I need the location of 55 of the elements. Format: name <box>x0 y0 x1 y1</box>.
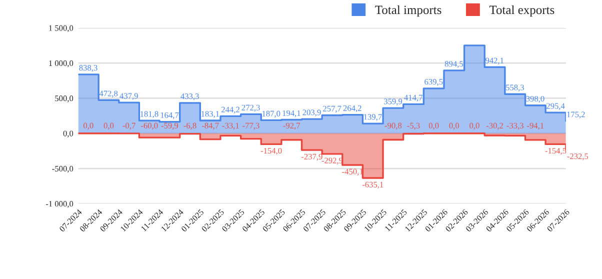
data-label: -154,5 <box>545 148 566 155</box>
data-label: 894,5 <box>444 61 464 68</box>
data-label: 359,9 <box>384 98 402 106</box>
y-tick-label: -500,0 <box>52 166 74 173</box>
y-tick-label: 1 500,0 <box>49 25 74 32</box>
data-label: -5,3 <box>407 122 420 130</box>
y-tick-label: -1 000,0 <box>46 201 74 208</box>
data-label: -30,2 <box>486 122 503 130</box>
data-label: 194,1 <box>282 110 300 118</box>
data-label: -33,1 <box>222 122 239 130</box>
data-label: 164,7 <box>160 112 179 120</box>
data-label: 183,1 <box>202 111 220 118</box>
data-label: -154,0 <box>260 148 282 155</box>
data-label: 398,0 <box>526 96 544 103</box>
data-label: 244,2 <box>221 106 240 114</box>
data-label: 0,0 <box>104 122 114 130</box>
data-label: 257,7 <box>323 106 342 113</box>
data-label: 0,0 <box>470 122 480 130</box>
data-label: -94,1 <box>527 122 544 130</box>
data-label: 0,0 <box>449 122 460 130</box>
data-label: 175,2 <box>567 112 585 118</box>
data-label: 414,7 <box>404 94 422 102</box>
y-tick-label: 0,0 <box>63 130 74 138</box>
legend-label: Total exports <box>489 5 554 17</box>
data-label: 0,0 <box>428 122 439 130</box>
data-label: 139,7 <box>364 114 382 121</box>
data-label: -60,0 <box>141 122 158 130</box>
data-label: -450,1 <box>342 168 363 176</box>
legend-label: Total imports <box>375 5 442 17</box>
data-label: 272,3 <box>242 104 260 112</box>
data-label: 181,8 <box>140 111 158 118</box>
data-label: -635,1 <box>362 182 384 189</box>
data-label: 295,4 <box>546 103 565 110</box>
data-label: 558,3 <box>506 84 524 92</box>
data-label: -6,8 <box>184 122 196 130</box>
data-label: 433,3 <box>180 93 199 100</box>
data-label: 639,5 <box>424 79 443 86</box>
data-label: 437,9 <box>120 93 138 100</box>
data-label: 0,0 <box>84 122 94 130</box>
data-label: 838,3 <box>79 64 98 72</box>
data-label: -0,7 <box>122 122 136 130</box>
data-label: -84,7 <box>202 122 219 130</box>
y-tick-label: 1 000,0 <box>49 60 74 68</box>
data-label: -59,9 <box>161 122 178 130</box>
data-label: 203,9 <box>302 110 321 116</box>
data-label: -92,7 <box>283 122 300 130</box>
data-label: -90,8 <box>384 122 402 130</box>
data-label: -33,3 <box>506 122 524 130</box>
data-label: -237,9 <box>301 154 322 161</box>
y-tick-label: 500,0 <box>55 96 74 102</box>
data-label: 942,1 <box>485 58 504 65</box>
data-label: 187,0 <box>262 110 280 118</box>
data-label: -232,5 <box>567 153 588 160</box>
data-label: -77,3 <box>242 122 260 130</box>
data-label: 264,2 <box>343 105 362 112</box>
